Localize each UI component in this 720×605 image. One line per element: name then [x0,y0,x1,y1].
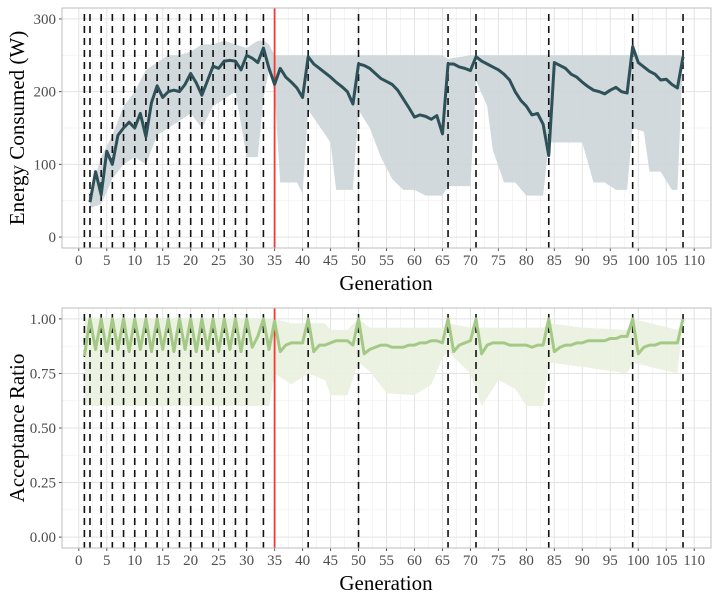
x-tick-label: 65 [435,553,450,569]
x-tick-label: 55 [379,253,394,269]
y-tick-label: 0.75 [30,366,56,382]
acceptance-y-axis-title: Acceptance Ratio [5,354,29,503]
x-tick-label: 35 [267,553,282,569]
x-tick-label: 80 [519,553,534,569]
x-tick-label: 65 [435,253,450,269]
x-tick-label: 45 [323,553,338,569]
x-tick-label: 70 [463,253,478,269]
x-tick-label: 15 [155,253,170,269]
x-tick-label: 30 [239,553,254,569]
x-tick-label: 85 [547,553,562,569]
acceptance-x-axis-title: Generation [339,571,433,595]
y-tick-label: 0 [49,230,57,246]
energy-panel: 0 5 10 15 20 25 30 35 40 45 50 55 60 65 70 75 80 85 90 95 10… [34,8,712,269]
y-tick-label: 0.00 [30,530,56,546]
x-tick-label: 40 [295,553,310,569]
x-tick-label: 90 [575,253,590,269]
x-tick-label: 85 [547,253,562,269]
x-tick-label: 55 [379,553,394,569]
y-tick-label: 300 [34,12,57,28]
y-tick-label: 100 [34,157,57,173]
x-tick-label: 50 [351,553,366,569]
x-tick-label: 110 [683,553,705,569]
x-tick-label: 50 [351,253,366,269]
acceptance-panel: 0 5 10 15 20 25 30 35 40 45 50 55 60 65 70 75 80 85 90 95 10… [30,308,711,569]
x-tick-label: 70 [463,553,478,569]
energy-x-axis-title: Generation [339,271,433,295]
y-tick-label: 1.00 [30,312,56,328]
y-tick-label: 0.50 [30,421,56,437]
x-tick-label: 105 [655,553,678,569]
x-tick-label: 15 [155,553,170,569]
x-tick-label: 20 [183,553,198,569]
x-tick-label: 0 [75,553,83,569]
x-tick-label: 110 [683,253,705,269]
x-tick-label: 90 [575,553,590,569]
x-tick-label: 95 [603,553,618,569]
x-tick-label: 20 [183,253,198,269]
x-tick-label: 100 [627,253,650,269]
x-tick-label: 60 [407,553,422,569]
x-tick-label: 0 [75,253,83,269]
x-tick-label: 25 [211,253,226,269]
x-tick-label: 105 [655,253,678,269]
x-tick-label: 5 [103,253,111,269]
y-tick-label: 0.25 [30,476,56,492]
x-tick-label: 25 [211,553,226,569]
x-tick-label: 35 [267,253,282,269]
x-tick-label: 30 [239,253,254,269]
energy-y-axis-title: Energy Consumed (W) [5,31,29,225]
x-tick-label: 75 [491,553,506,569]
x-tick-label: 45 [323,253,338,269]
x-tick-label: 100 [627,553,650,569]
x-tick-label: 80 [519,253,534,269]
x-tick-label: 60 [407,253,422,269]
x-tick-label: 75 [491,253,506,269]
y-tick-label: 200 [34,85,57,101]
x-tick-label: 5 [103,553,111,569]
x-tick-label: 95 [603,253,618,269]
x-tick-label: 10 [127,253,142,269]
x-tick-label: 40 [295,253,310,269]
x-tick-label: 10 [127,553,142,569]
